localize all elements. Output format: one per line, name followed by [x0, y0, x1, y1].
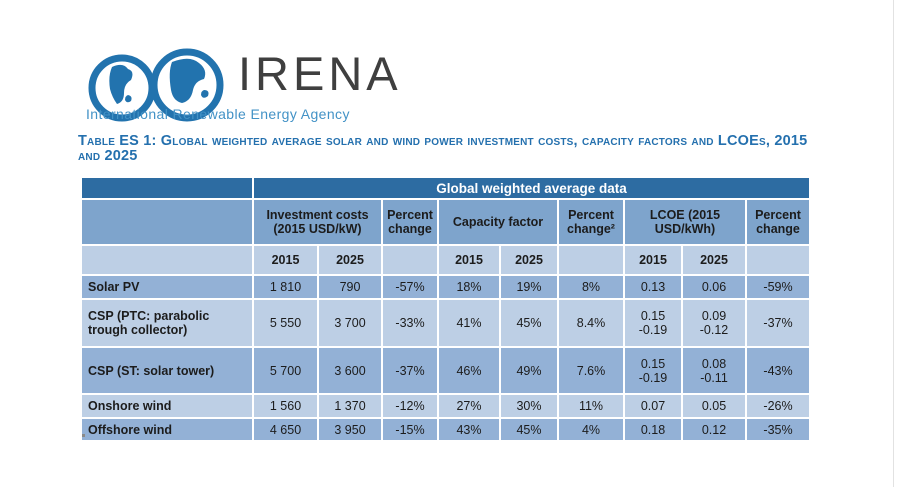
- table-cell: -26%: [745, 393, 811, 419]
- table-cell: 5 550: [252, 298, 319, 348]
- empty-cell: [381, 244, 439, 276]
- year-header: 2025: [681, 244, 747, 276]
- year-header: 2015: [437, 244, 501, 276]
- page-edge-line: [893, 0, 894, 487]
- empty-cell: [557, 244, 625, 276]
- table-cell: 0.12: [681, 417, 747, 442]
- table-cell: -33%: [381, 298, 439, 348]
- group-header-capacity-factor: Capacity factor: [437, 198, 559, 246]
- table-cell: 0.09 -0.12: [681, 298, 747, 348]
- year-header: 2015: [623, 244, 683, 276]
- table-cell: 41%: [437, 298, 501, 348]
- table-row-onshore-wind: Onshore wind 1 560 1 370 -12% 27% 30% 11…: [80, 393, 811, 419]
- row-label: Offshore wind: [80, 417, 254, 442]
- year-header: 2025: [499, 244, 559, 276]
- table-row-offshore-wind: Offshore wind 4 650 3 950 -15% 43% 45% 4…: [80, 417, 811, 442]
- table-cell: 3 950: [317, 417, 383, 442]
- table-row-csp-ptc: CSP (PTC: parabolic trough collector) 5 …: [80, 298, 811, 348]
- table-cell: 0.05: [681, 393, 747, 419]
- logo-wordmark: IRENA: [238, 47, 402, 100]
- empty-cell: [745, 244, 811, 276]
- row-label: CSP (PTC: parabolic trough collector): [80, 298, 254, 348]
- group-header-lcoe: LCOE (2015 USD/kWh): [623, 198, 747, 246]
- table-cell: -57%: [381, 274, 439, 300]
- row-label: Solar PV: [80, 274, 254, 300]
- logo-subtitle: International Renewable Energy Agency: [86, 106, 350, 122]
- table-cell: 0.15 -0.19: [623, 346, 683, 395]
- table-cell: -35%: [745, 417, 811, 442]
- table-row-solar-pv: Solar PV 1 810 790 -57% 18% 19% 8% 0.13 …: [80, 274, 811, 300]
- table-cell: 8%: [557, 274, 625, 300]
- table-cell: -37%: [745, 298, 811, 348]
- span-header-cell: Global weighted average data: [252, 176, 811, 200]
- table-cell: 1 560: [252, 393, 319, 419]
- table-cell: 0.08 -0.11: [681, 346, 747, 395]
- table-cell: 1 370: [317, 393, 383, 419]
- table-cell: 8.4%: [557, 298, 625, 348]
- table-cell: 4%: [557, 417, 625, 442]
- table-cell: 27%: [437, 393, 501, 419]
- table-cell: 7.6%: [557, 346, 625, 395]
- group-header-percent-change-2: Percent change²: [557, 198, 625, 246]
- table-cell: 11%: [557, 393, 625, 419]
- table-cell: 0.06: [681, 274, 747, 300]
- group-header-investment: Investment costs (2015 USD/kW): [252, 198, 383, 246]
- row-label: Onshore wind: [80, 393, 254, 419]
- table-title: Table ES 1: Global weighted average sola…: [78, 134, 890, 164]
- globes-infinity-icon: [88, 48, 224, 122]
- data-table: Global weighted average data Investment …: [80, 176, 811, 442]
- table-cell: 0.18: [623, 417, 683, 442]
- empty-cell: [80, 244, 254, 276]
- table-cell: 1 810: [252, 274, 319, 300]
- table-cell: 30%: [499, 393, 559, 419]
- table-cell: -12%: [381, 393, 439, 419]
- group-header-percent-change-3: Percent change: [745, 198, 811, 246]
- footnote-marker: [82, 434, 85, 437]
- table-cell: 46%: [437, 346, 501, 395]
- table-cell: 0.13: [623, 274, 683, 300]
- group-header-percent-change-1: Percent change: [381, 198, 439, 246]
- irena-logo: IRENA International Renewable Energy Age…: [84, 44, 564, 126]
- table-cell: 49%: [499, 346, 559, 395]
- table-cell: 3 600: [317, 346, 383, 395]
- table-cell: 43%: [437, 417, 501, 442]
- table-cell: 790: [317, 274, 383, 300]
- table-cell: 3 700: [317, 298, 383, 348]
- table-cell: -37%: [381, 346, 439, 395]
- year-header: 2015: [252, 244, 319, 276]
- table-cell: 4 650: [252, 417, 319, 442]
- table-cell: 45%: [499, 417, 559, 442]
- table-cell: -43%: [745, 346, 811, 395]
- row-label: CSP (ST: solar tower): [80, 346, 254, 395]
- table-cell: 5 700: [252, 346, 319, 395]
- table-cell: -15%: [381, 417, 439, 442]
- table-cell: 0.07: [623, 393, 683, 419]
- table-cell: -59%: [745, 274, 811, 300]
- empty-cell: [80, 198, 254, 246]
- table-cell: 45%: [499, 298, 559, 348]
- year-header: 2025: [317, 244, 383, 276]
- table-cell: 18%: [437, 274, 501, 300]
- table-cell: 19%: [499, 274, 559, 300]
- table-cell: 0.15 -0.19: [623, 298, 683, 348]
- table-title-line2: and 2025: [78, 148, 138, 164]
- table-row-csp-st: CSP (ST: solar tower) 5 700 3 600 -37% 4…: [80, 346, 811, 395]
- table-title-line1: Table ES 1: Global weighted average sola…: [78, 133, 808, 149]
- corner-empty-cell: [80, 176, 254, 200]
